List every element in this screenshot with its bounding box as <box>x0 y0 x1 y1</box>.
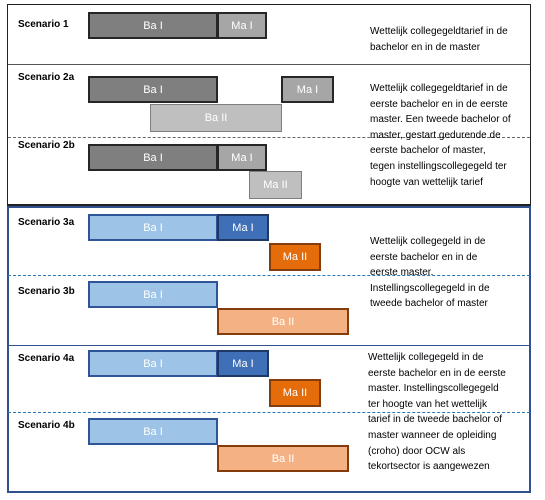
description-line: tegen instellingscollegegeld ter <box>370 160 507 172</box>
bar-ma-2: Ma II <box>269 243 321 271</box>
description-line: hoogte van wettelijk tarief <box>370 176 483 188</box>
scenario-4b-label: Scenario 4b <box>18 420 75 431</box>
description-line: eerste bachelor en in de eerste <box>368 367 506 379</box>
description-scenario-3: Wettelijk collegegeld in de eerste bache… <box>370 234 490 312</box>
scenario-1-label: Scenario 1 <box>18 19 69 30</box>
description-line: (croho) door OCW als <box>368 445 466 457</box>
scenario-2b-label: Scenario 2b <box>18 140 75 151</box>
dashed-separator-line <box>8 137 530 138</box>
description-line: Wettelijk collegegeld in de <box>368 352 484 363</box>
description-line: master. Instellingscollegegeld <box>368 383 499 395</box>
description-line: Wettelijk collegegeldtarief in de <box>370 26 508 37</box>
description-line: eerste bachelor of master, <box>370 145 486 157</box>
bar-ba-1: Ba I <box>88 76 218 103</box>
description-scenario-4: Wettelijk collegegeld in de eerste bache… <box>368 350 506 475</box>
description-line: master, gestart gedurende de <box>370 129 501 141</box>
bar-ma-2: Ma II <box>269 379 321 407</box>
group-frame-blue <box>7 206 531 493</box>
description-line: Wettelijk collegegeldtarief in de <box>370 83 508 94</box>
bar-ma-2: Ma II <box>249 171 302 199</box>
dashed-separator-line <box>8 412 530 413</box>
bar-ma-1: Ma I <box>281 76 334 103</box>
description-scenario-2: Wettelijk collegegeldtarief in de eerste… <box>370 81 511 190</box>
description-line: eerste bachelor en in de <box>370 251 478 263</box>
bar-ma-1: Ma I <box>217 144 267 171</box>
bar-ba-1: Ba I <box>88 281 218 308</box>
description-line: bachelor en in de master <box>370 41 481 53</box>
bar-ba-1: Ba I <box>88 214 218 241</box>
bar-ma-1: Ma I <box>217 214 269 241</box>
description-scenario-1: Wettelijk collegegeldtarief in de bachel… <box>370 24 508 55</box>
description-line: eerste master. <box>370 267 434 279</box>
separator-line <box>8 345 530 346</box>
scenario-2a-label: Scenario 2a <box>18 72 75 83</box>
description-line: ter hoogte van het wettelijk <box>368 398 487 410</box>
bar-ba-1: Ba I <box>88 350 218 377</box>
bar-ba-1: Ba I <box>88 418 218 445</box>
description-line: tekortsector is aangewezen <box>368 461 490 473</box>
bar-ba-1: Ba I <box>88 12 218 39</box>
bar-ma-1: Ma I <box>217 12 267 39</box>
bar-ba-2: Ba II <box>150 104 282 132</box>
scenario-3b-label: Scenario 3b <box>18 286 75 297</box>
description-line: Wettelijk collegegeld in de <box>370 236 486 247</box>
description-line: master wanneer de opleiding <box>368 429 497 441</box>
description-line: Instellingscollegegeld in de <box>370 282 490 294</box>
bar-ba-2: Ba II <box>217 445 349 472</box>
description-line: tweede bachelor of master <box>370 298 488 310</box>
dashed-separator-line <box>8 275 530 276</box>
description-line: eerste bachelor en in de eerste <box>370 98 508 110</box>
group-frame-grey <box>7 4 531 206</box>
bar-ba-2: Ba II <box>217 308 349 335</box>
scenario-4a-label: Scenario 4a <box>18 353 75 364</box>
scenario-3a-label: Scenario 3a <box>18 217 75 228</box>
bar-ma-1: Ma I <box>217 350 269 377</box>
separator-line <box>8 64 530 65</box>
description-line: tarief in de tweede bachelor of <box>368 414 502 426</box>
description-line: master. Een tweede bachelor of <box>370 114 511 126</box>
bar-ba-1: Ba I <box>88 144 218 171</box>
